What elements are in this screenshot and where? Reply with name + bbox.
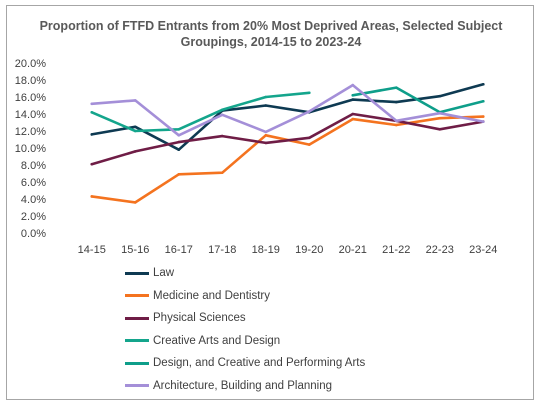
x-tick-label: 16-17: [165, 244, 193, 256]
data-point: [481, 120, 485, 123]
legend-item: Medicine and Dentistry: [125, 285, 365, 308]
data-point: [481, 115, 485, 118]
y-tick-label: 8.0%: [21, 160, 46, 172]
data-point: [133, 125, 137, 129]
data-point: [438, 128, 442, 131]
y-tick-label: 10.0%: [15, 143, 46, 155]
data-point: [394, 100, 398, 104]
data-point: [220, 171, 224, 174]
data-point: [307, 110, 311, 113]
data-point: [307, 143, 311, 146]
legend-swatch: [125, 294, 149, 298]
x-tick-label: 18-19: [252, 244, 280, 256]
legend-label: Creative Arts and Design: [153, 334, 281, 347]
y-tick-label: 0.0%: [21, 228, 46, 240]
legend-label: Medicine and Dentistry: [153, 289, 270, 302]
data-point: [351, 112, 355, 116]
x-tick-label: 15-16: [121, 244, 149, 256]
data-point: [351, 83, 355, 87]
data-point: [394, 86, 398, 89]
x-tick-label: 20-21: [339, 244, 367, 256]
legend-swatch: [125, 339, 149, 343]
data-point: [351, 94, 355, 97]
legend-label: Physical Sciences: [153, 312, 246, 325]
data-point: [90, 162, 94, 166]
data-point: [394, 119, 398, 123]
chart-frame: Proportion of FTFD Entrants from 20% Mos…: [6, 5, 534, 400]
legend-item: Architecture, Building and Planning: [125, 375, 365, 398]
data-point: [133, 99, 137, 102]
y-tick-label: 16.0%: [15, 92, 46, 104]
series-line-creative-arts-and-design: [90, 91, 311, 133]
x-tick-label: 14-15: [78, 244, 106, 256]
x-tick-label: 19-20: [295, 244, 323, 256]
y-tick-label: 12.0%: [15, 126, 46, 138]
legend-label: Law: [153, 267, 175, 280]
data-point: [438, 111, 442, 115]
data-point: [438, 94, 442, 98]
legend-item: Design, and Creative and Performing Arts: [125, 352, 365, 375]
data-point: [481, 99, 485, 103]
data-point: [177, 128, 181, 131]
data-point: [220, 108, 224, 112]
x-tick-label: 21-22: [382, 244, 410, 256]
data-point: [220, 134, 224, 138]
y-tick-label: 18.0%: [15, 75, 46, 87]
series-line-architecture-building-and-planning: [90, 83, 485, 137]
series-line-design-and-creative-and-performing-arts: [351, 86, 485, 114]
legend-swatch: [125, 384, 149, 388]
legend-label: Design, and Creative and Performing Arts: [153, 357, 366, 370]
data-point: [394, 123, 398, 127]
y-tick-label: 4.0%: [21, 194, 46, 206]
data-point: [90, 102, 94, 106]
data-point: [264, 104, 268, 107]
data-point: [220, 113, 224, 117]
y-tick-label: 14.0%: [15, 109, 46, 121]
x-tick-label: 22-23: [426, 244, 454, 256]
data-point: [177, 173, 181, 176]
y-tick-label: 20.0%: [15, 58, 46, 70]
data-point: [307, 136, 311, 140]
y-tick-label: 6.0%: [21, 177, 46, 189]
x-tick-label: 17-18: [208, 244, 236, 256]
y-tick-label: 2.0%: [21, 211, 46, 223]
x-tick-label: 23-24: [469, 244, 497, 256]
data-point: [438, 116, 442, 120]
legend-item: Creative Arts and Design: [125, 330, 365, 353]
data-point: [351, 98, 355, 101]
legend-swatch: [125, 271, 149, 275]
data-point: [133, 150, 137, 153]
legend-swatch: [125, 316, 149, 320]
data-point: [264, 130, 268, 134]
legend-label: Architecture, Building and Planning: [153, 379, 333, 392]
data-point: [481, 82, 485, 86]
data-point: [90, 133, 94, 136]
series-line-physical-sciences: [90, 112, 485, 166]
chart-title: Proportion of FTFD Entrants from 20% Mos…: [39, 19, 503, 49]
legend-swatch: [125, 361, 149, 365]
legend-item: Physical Sciences: [125, 307, 365, 330]
legend-item: Law: [125, 262, 365, 285]
data-point: [351, 117, 355, 121]
data-point: [307, 91, 311, 95]
data-point: [264, 133, 268, 137]
data-point: [90, 111, 94, 114]
data-point: [133, 201, 137, 204]
data-point: [264, 95, 268, 99]
data-point: [264, 141, 268, 145]
data-point: [177, 133, 181, 137]
data-point: [177, 148, 181, 151]
chart-legend: Law Medicine and Dentistry Physical Scienc…: [125, 262, 365, 397]
data-point: [90, 195, 94, 198]
data-point: [177, 140, 181, 144]
data-point: [133, 129, 137, 133]
